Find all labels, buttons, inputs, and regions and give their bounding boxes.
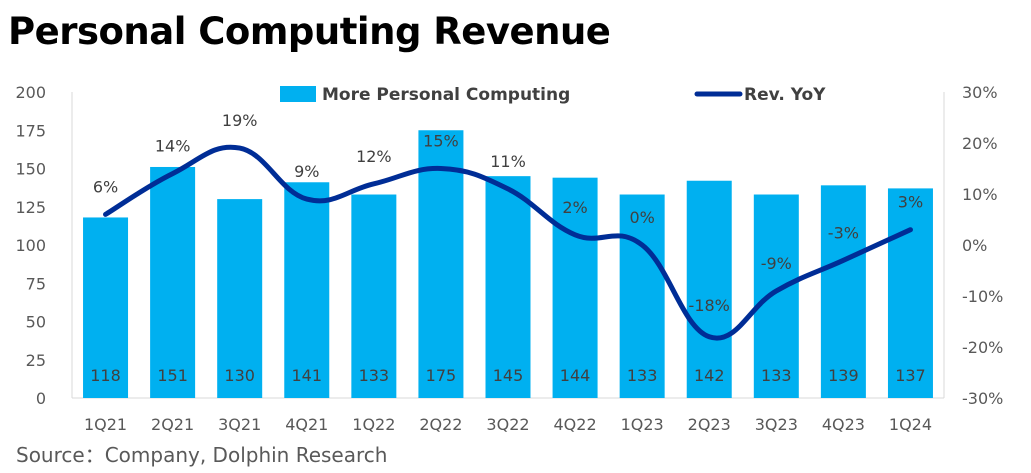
- yoy-value-label: 15%: [423, 132, 459, 151]
- y-right-tick-label: 20%: [962, 134, 998, 153]
- bar-value-label: 151: [157, 366, 188, 385]
- yoy-line: [103, 144, 913, 341]
- bar: [418, 130, 464, 398]
- x-tick-label: 3Q23: [755, 415, 798, 434]
- bar: [351, 194, 397, 398]
- x-tick-label: 4Q23: [822, 415, 865, 434]
- bar: [619, 194, 665, 398]
- bar-value-label: 145: [493, 366, 524, 385]
- x-tick-label: 1Q21: [84, 415, 127, 434]
- y-left-tick-label: 25: [26, 351, 46, 370]
- y-left-tick-label: 150: [15, 160, 46, 179]
- x-tick-label: 4Q22: [554, 415, 597, 434]
- yoy-value-label: 6%: [93, 177, 118, 196]
- y-left-tick-label: 100: [15, 236, 46, 255]
- x-tick-label: 1Q24: [889, 415, 932, 434]
- y-left-tick-label: 0: [36, 389, 46, 408]
- bar-value-label: 142: [694, 366, 725, 385]
- bar-value-label: 133: [627, 366, 658, 385]
- yoy-value-label: 12%: [356, 147, 392, 166]
- y-right-tick-label: -30%: [962, 389, 1003, 408]
- bar-value-label: 141: [291, 366, 322, 385]
- source-note: Source：Company, Dolphin Research: [16, 443, 388, 467]
- x-tick-label: 2Q23: [688, 415, 731, 434]
- bar-value-label: 133: [761, 366, 792, 385]
- yoy-value-label: 19%: [222, 111, 258, 130]
- bar: [150, 166, 196, 398]
- y-right-tick-label: -20%: [962, 338, 1003, 357]
- bar: [284, 182, 330, 398]
- yoy-value-label: 9%: [294, 162, 319, 181]
- y-left-tick-label: 125: [15, 198, 46, 217]
- y-left-tick-label: 75: [26, 274, 46, 293]
- bar: [83, 217, 129, 398]
- bar: [552, 177, 598, 398]
- y-right-tick-label: 10%: [962, 185, 998, 204]
- yoy-value-label: 2%: [562, 198, 587, 217]
- bar: [820, 185, 866, 398]
- x-tick-label: 1Q23: [621, 415, 664, 434]
- bar-value-label: 137: [895, 366, 926, 385]
- yoy-value-label: 11%: [490, 152, 526, 171]
- bar-value-label: 118: [90, 366, 121, 385]
- bar-value-label: 144: [560, 366, 591, 385]
- y-right-tick-label: 0%: [962, 236, 987, 255]
- x-tick-label: 4Q21: [285, 415, 328, 434]
- bar: [686, 180, 732, 398]
- legend-bar-label: More Personal Computing: [322, 85, 570, 105]
- yoy-value-label: -18%: [689, 296, 730, 315]
- y-left-tick-label: 200: [15, 83, 46, 102]
- bar: [887, 188, 933, 398]
- x-tick-label: 2Q22: [419, 415, 462, 434]
- bar: [753, 194, 799, 398]
- bar: [485, 176, 531, 398]
- yoy-value-label: -3%: [828, 223, 859, 242]
- x-tick-label: 3Q21: [218, 415, 261, 434]
- x-tick-label: 3Q22: [486, 415, 529, 434]
- legend-line-label: Rev. YoY: [744, 85, 826, 105]
- y-left-tick-label: 50: [26, 313, 46, 332]
- bar-value-label: 133: [359, 366, 390, 385]
- x-tick-label: 1Q22: [352, 415, 395, 434]
- yoy-value-label: 0%: [629, 208, 654, 227]
- yoy-value-label: -9%: [761, 254, 792, 273]
- chart-title: Personal Computing Revenue: [8, 10, 611, 53]
- bar-value-label: 139: [828, 366, 859, 385]
- y-left-tick-label: 175: [15, 121, 46, 140]
- y-right-tick-label: 30%: [962, 83, 998, 102]
- yoy-value-label: 14%: [155, 137, 191, 156]
- y-right-tick-label: -10%: [962, 287, 1003, 306]
- bar-value-label: 130: [224, 366, 255, 385]
- yoy-value-label: 3%: [898, 193, 923, 212]
- bar: [217, 199, 263, 398]
- bar-value-label: 175: [426, 366, 457, 385]
- legend-bar-swatch: [280, 86, 316, 102]
- x-tick-label: 2Q21: [151, 415, 194, 434]
